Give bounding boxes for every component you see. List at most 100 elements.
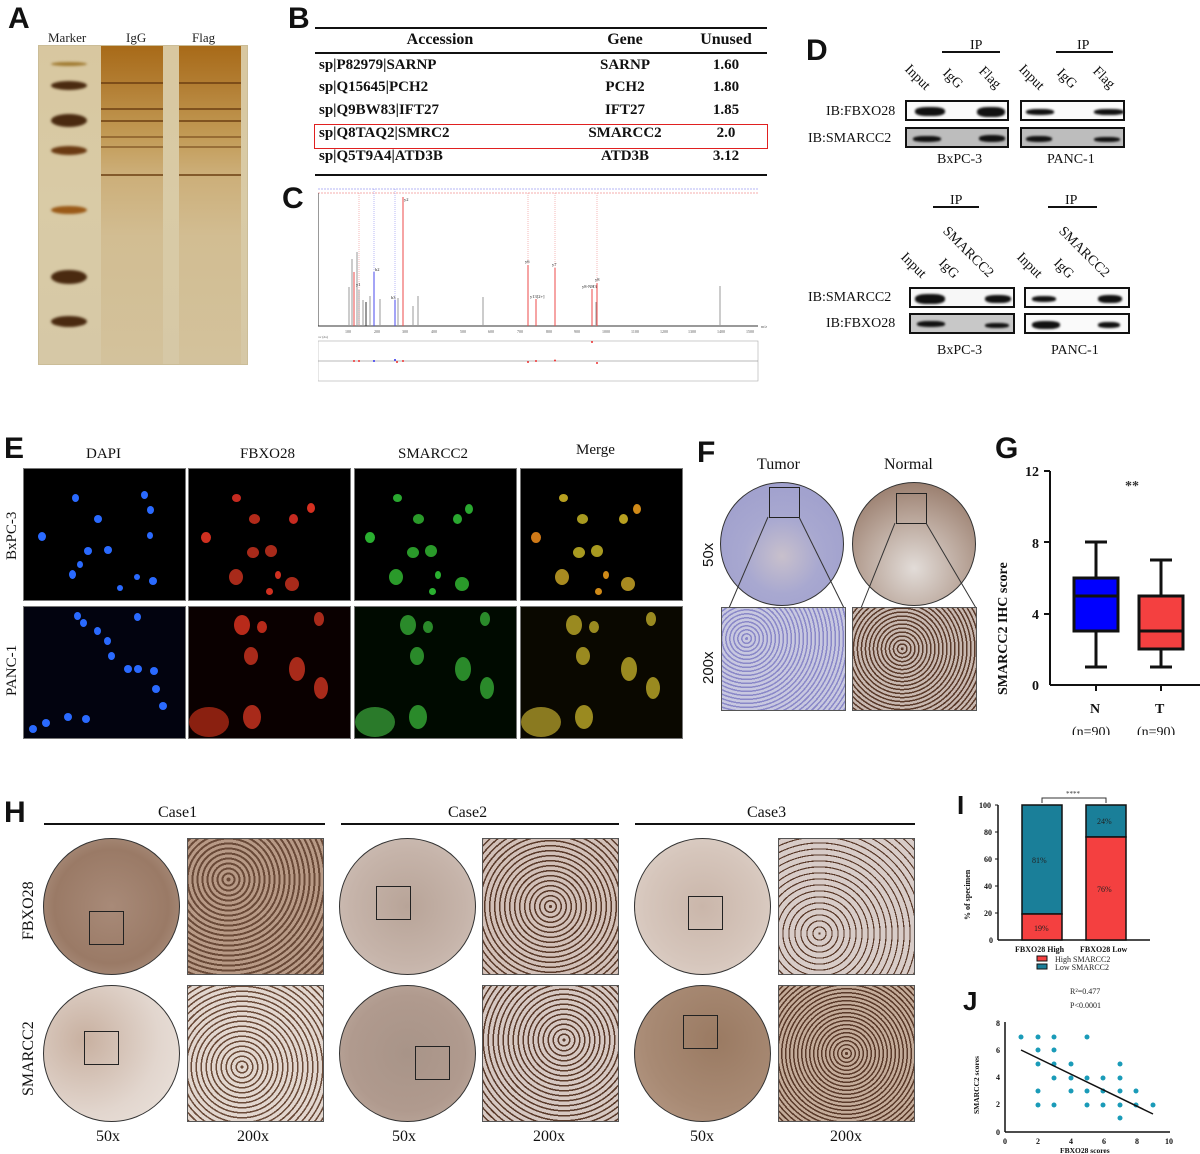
lane-label-input: Input (897, 250, 929, 282)
row-label-panc1: PANC-1 (4, 644, 20, 696)
panel-h-letter: H (4, 796, 26, 829)
ihc-case3-fbxo28-200x (778, 838, 915, 975)
lane-label-flag: Flag (192, 30, 216, 45)
svg-text:b2: b2 (375, 267, 380, 272)
blot-bxpc3-smarcc2 (905, 127, 1009, 148)
svg-text:1500: 1500 (746, 329, 754, 334)
panel-a-letter: A (8, 2, 30, 35)
lane-label-input: Input (1013, 250, 1045, 282)
ihc-case3-smarcc2-50x (634, 985, 771, 1122)
svg-text:60: 60 (984, 855, 992, 864)
blot-panc1-fbxo28-ip (1024, 313, 1130, 334)
case-1-rule (44, 823, 325, 825)
label-19: 19% (1034, 924, 1049, 933)
lane-label-flag: Flag (1089, 64, 1118, 93)
ihc-normal-50x (852, 482, 976, 606)
blot-bxpc3-smarcc2-ip (909, 287, 1015, 308)
svg-text:0: 0 (1032, 679, 1039, 694)
svg-text:6: 6 (1102, 1137, 1106, 1146)
cell-gene: SARNP (599, 56, 650, 73)
svg-text:y2: y2 (404, 197, 409, 202)
table-row: sp|Q9BW83|IFT27 IFT27 1.85 (315, 99, 767, 122)
svg-text:**: ** (1125, 479, 1139, 494)
svg-text:1400: 1400 (717, 329, 725, 334)
svg-text:y8-NH3: y8-NH3 (582, 284, 597, 289)
ip-bracket-line (933, 206, 979, 208)
svg-text:b3: b3 (391, 295, 396, 300)
row-label-ib-smarcc2: IB:SMARCC2 (808, 290, 892, 305)
svg-text:0: 0 (989, 936, 993, 945)
svg-text:8: 8 (1032, 537, 1039, 552)
y-axis-label: SMARCC2 scores (972, 1056, 981, 1114)
ihc-case2-smarcc2-200x (482, 985, 619, 1122)
ihc-case2-smarcc2-50x (339, 985, 476, 1122)
svg-text:900: 900 (574, 329, 580, 334)
if-image-panc1-merge (520, 606, 683, 739)
lane-label-input: Input (1015, 62, 1047, 94)
row-label-fbxo28: FBXO28 (20, 881, 37, 940)
ihc-case3-fbxo28-50x (634, 838, 771, 975)
svg-text:1100: 1100 (631, 329, 639, 334)
r-squared-annotation: R²=0.477 (1070, 987, 1100, 996)
cell-gene: PCH2 (605, 79, 645, 95)
svg-text:600: 600 (488, 329, 494, 334)
table-row: sp|Q15645|PCH2 PCH2 1.80 (315, 76, 767, 99)
lane-label-igg: IgG (939, 66, 966, 93)
cell-line-bxpc3: BxPC-3 (937, 152, 983, 167)
ip-label: IP (1065, 193, 1078, 208)
cell-unused: 1.85 (712, 102, 740, 118)
case-label-2: Case2 (448, 804, 488, 821)
panel-i-letter: I (957, 790, 965, 820)
mag-label-200x: 200x (830, 1128, 862, 1145)
if-image-panc1-smarcc2 (354, 606, 517, 739)
svg-text:y1: y1 (356, 282, 361, 287)
column-label-tumor: Tumor (757, 456, 800, 473)
svg-text:(n=90): (n=90) (1072, 725, 1111, 735)
panel-j-letter: J (963, 986, 978, 1016)
blot-panc1-smarcc2-ip (1024, 287, 1130, 308)
ihc-tumor-50x (720, 482, 844, 606)
svg-text:y7: y7 (552, 262, 557, 267)
svg-text:300: 300 (402, 329, 408, 334)
svg-text:1200: 1200 (660, 329, 668, 334)
ihc-case1-smarcc2-50x (43, 985, 180, 1122)
svg-text:y6: y6 (525, 259, 530, 264)
svg-text:80: 80 (984, 828, 992, 837)
svg-text:40: 40 (984, 882, 992, 891)
svg-text:y8: y8 (595, 277, 600, 282)
svg-text:400: 400 (431, 329, 437, 334)
cell-gene: ATD3B (600, 148, 650, 164)
ihc-case2-fbxo28-200x (482, 838, 619, 975)
mag-label-50x: 50x (96, 1128, 120, 1145)
protein-table: Accession Gene Unused sp|P82979|SARNP SA… (315, 28, 767, 168)
blot-panc1-fbxo28 (1020, 100, 1125, 121)
svg-text:8: 8 (1135, 1137, 1139, 1146)
if-image-bxpc3-dapi (23, 468, 186, 601)
panel-g-letter: G (995, 432, 1019, 465)
case-label-3: Case3 (747, 804, 787, 821)
svg-text:20: 20 (984, 909, 992, 918)
panel-e-letter: E (4, 432, 25, 465)
mag-label-200x: 200x (237, 1128, 269, 1145)
svg-text:2: 2 (1036, 1137, 1040, 1146)
ihc-case1-smarcc2-200x (187, 985, 324, 1122)
svg-text:4: 4 (996, 1073, 1000, 1082)
column-label-fbxo28: FBXO28 (240, 446, 296, 462)
blot-bxpc3-fbxo28 (905, 100, 1009, 121)
svg-text:800: 800 (546, 329, 552, 334)
ihc-case3-smarcc2-200x (778, 985, 915, 1122)
panel-b-letter: B (288, 2, 310, 35)
ihc-normal-200x (852, 607, 977, 711)
y-axis-label: SMARCC2 IHC score (996, 562, 1011, 695)
x-axis-label: FBXO28 scores (1060, 1146, 1110, 1154)
cell-accession: sp|P82979|SARNP (319, 56, 437, 73)
zoom-connector-lines (728, 516, 977, 609)
column-label-smarcc2: SMARCC2 (398, 446, 469, 462)
ihc-case1-fbxo28-200x (187, 838, 324, 975)
label-24: 24% (1097, 817, 1112, 826)
svg-text:Error (da): Error (da) (318, 335, 329, 339)
svg-text:T: T (1155, 702, 1165, 717)
